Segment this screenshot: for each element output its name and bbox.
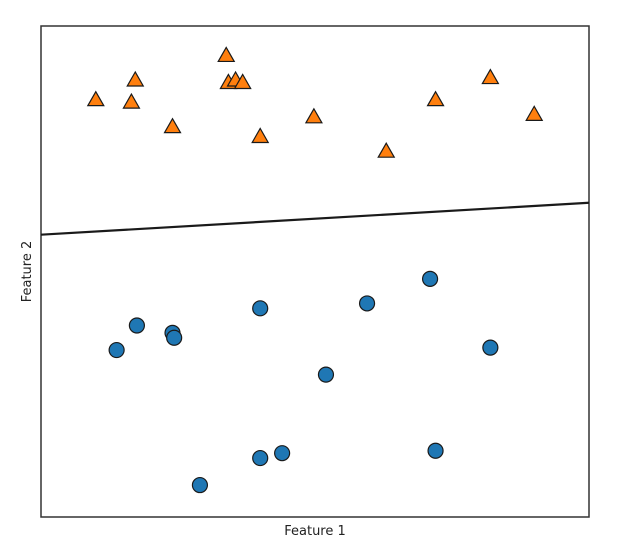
triangle-point — [525, 105, 544, 121]
circle-point — [274, 445, 291, 462]
triangle-point — [126, 70, 145, 87]
triangle-point — [377, 141, 396, 158]
circle-point — [421, 270, 439, 287]
y-axis-label: Feature 2 — [20, 241, 35, 303]
circle-point — [166, 329, 183, 346]
triangle-point — [481, 68, 500, 85]
circle-point — [108, 341, 125, 359]
triangle-point — [251, 127, 270, 144]
x-axis-label: Feature 1 — [284, 524, 346, 539]
triangle-point — [217, 46, 236, 63]
circle-point — [252, 300, 269, 317]
data-points — [86, 46, 544, 494]
triangle-point — [86, 90, 105, 107]
triangle-point — [304, 107, 323, 124]
circle-point — [427, 442, 444, 459]
circle-point — [358, 295, 376, 312]
triangle-point — [426, 90, 445, 107]
triangle-point — [122, 92, 141, 109]
plot-frame — [40, 25, 590, 518]
plot-area — [40, 25, 590, 518]
triangle-point — [233, 73, 252, 90]
decision-boundary-line — [40, 201, 590, 236]
circle-point — [252, 449, 269, 467]
circle-point — [482, 339, 499, 356]
circle-point — [128, 317, 145, 334]
circle-point — [317, 366, 335, 383]
circle-point — [191, 476, 209, 494]
triangle-point — [163, 117, 182, 134]
